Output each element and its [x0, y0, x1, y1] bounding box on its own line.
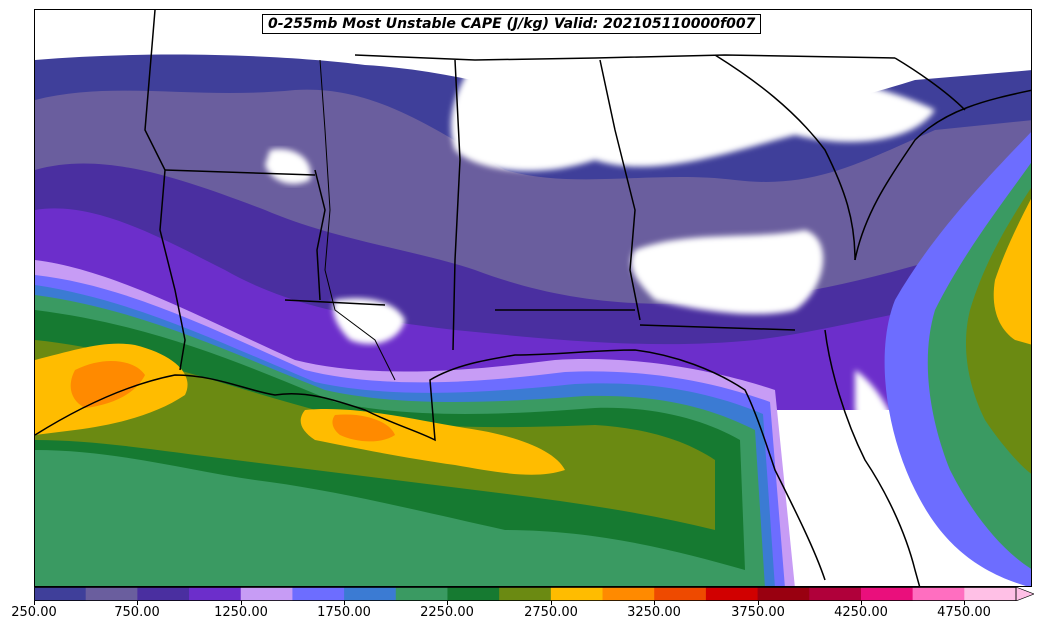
colorbar-segment [964, 587, 1017, 601]
colorbar-segment [447, 587, 500, 601]
no-data-area-ar [265, 149, 311, 185]
cape-field-map [35, 10, 1031, 586]
cape-3000-region [70, 360, 396, 442]
colorbar-tick-label: 4750.00 [937, 605, 991, 620]
border-arkansas-mississippi [314, 169, 326, 301]
colorbar-outline [34, 587, 1017, 601]
colorbar-segment [705, 587, 759, 601]
no-data-area-south-ga [631, 230, 824, 315]
colorbar-extend-arrow [1015, 587, 1034, 601]
border-texas-arkansas [144, 10, 186, 371]
colorbar-segment [240, 587, 293, 601]
river-mississippi [319, 59, 396, 381]
colorbar-tick [137, 601, 138, 605]
coastline-florida-east [824, 329, 921, 586]
colorbar-segment [344, 587, 397, 601]
border-nc-sc [894, 57, 966, 111]
map-title: 0-255mb Most Unstable CAPE (J/kg) Valid:… [262, 14, 762, 34]
colorbar-segment [395, 587, 448, 601]
colorbar-tick-label: 3250.00 [627, 605, 681, 620]
colorbar-tick-label: 250.00 [11, 605, 57, 620]
colorbar-tick-label: 1250.00 [214, 605, 268, 620]
colorbar-tick [758, 601, 759, 605]
colorbar-tick [344, 601, 345, 605]
colorbar-segment [34, 587, 87, 601]
border-alabama-georgia [599, 59, 641, 321]
colorbar-segment [499, 587, 552, 601]
no-data-area-ms [333, 298, 405, 344]
no-data-area-florida [855, 370, 916, 523]
colorbar-segment [292, 587, 345, 601]
colorbar [34, 587, 1034, 601]
colorbar-tick [241, 601, 242, 605]
colorbar-segment [654, 587, 707, 601]
coastline-atlantic [854, 89, 1031, 261]
colorbar-tick [861, 601, 862, 605]
colorbar-tick-label: 4250.00 [834, 605, 888, 620]
colorbar-tick [551, 601, 552, 605]
colorbar-segment [189, 587, 242, 601]
colorbar-tick [654, 601, 655, 605]
colorbar-segment [550, 587, 604, 601]
colorbar-segment [757, 587, 810, 601]
colorbar-tick-label: 2750.00 [524, 605, 578, 620]
colorbar-segment [85, 587, 138, 601]
map-panel [34, 9, 1032, 587]
colorbar-tick [34, 601, 35, 605]
no-data-area-north [451, 59, 935, 171]
colorbar-tick [964, 601, 965, 605]
cape-atlantic-plume-peak [993, 198, 1031, 345]
colorbar-tick-label: 750.00 [114, 605, 160, 620]
colorbar-segment [912, 587, 965, 601]
coastline-gulf [35, 349, 826, 581]
colorbar-segment [860, 587, 914, 601]
border-mississippi-alabama [452, 59, 461, 351]
border-georgia-carolinas [714, 54, 856, 261]
border-la-ms [284, 299, 386, 306]
colorbar-tick-label: 3750.00 [731, 605, 785, 620]
state-borders [35, 10, 1031, 586]
border-tennessee [354, 54, 896, 61]
border-arkansas-louisiana [164, 169, 316, 176]
colorbar-segment [809, 587, 862, 601]
colorbar-tick-label: 1750.00 [317, 605, 371, 620]
border-ga-fl [639, 324, 796, 331]
colorbar-tick [447, 601, 448, 605]
colorbar-segment [602, 587, 655, 601]
colorbar-segment [137, 587, 190, 601]
colorbar-tick-label: 2250.00 [420, 605, 474, 620]
